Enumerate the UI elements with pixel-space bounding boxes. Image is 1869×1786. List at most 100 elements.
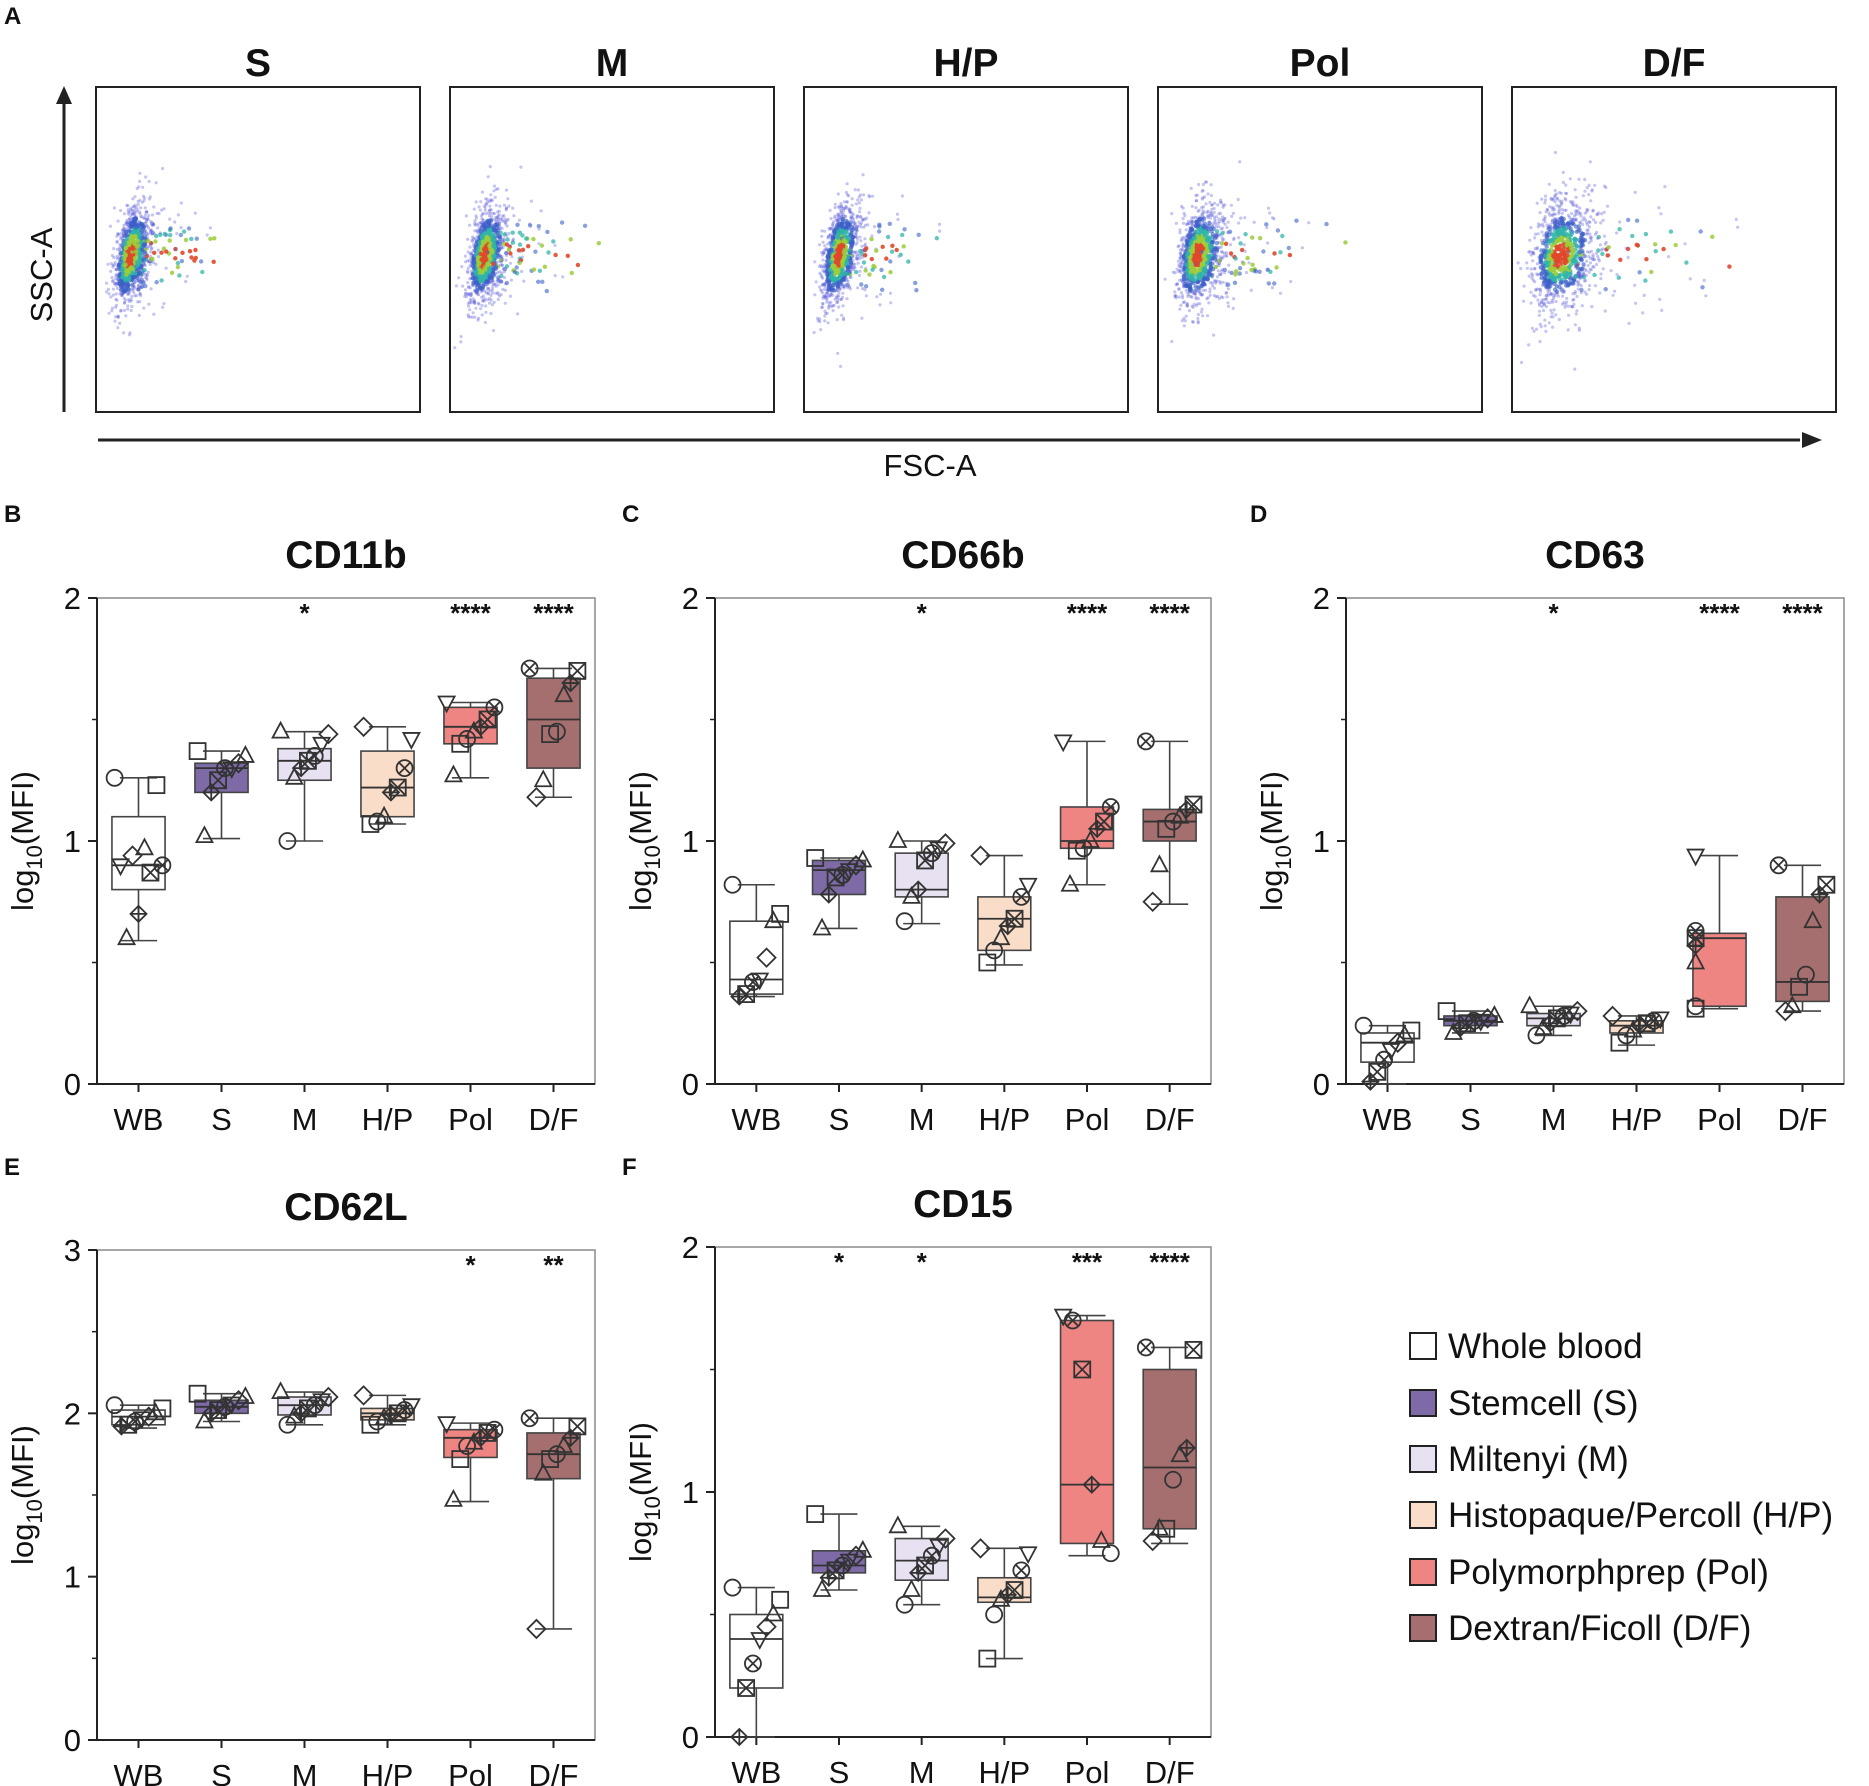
box-pol: [1686, 848, 1747, 1018]
data-point: [1149, 1517, 1169, 1536]
data-point: [1443, 1022, 1463, 1040]
data-point: [201, 783, 221, 802]
data-point: [1817, 875, 1836, 894]
data-point: [1533, 1017, 1553, 1036]
data-point: [908, 1563, 928, 1583]
data-point: [1686, 951, 1706, 970]
data-point: [970, 1538, 991, 1559]
panel-a-plots: S M H/P Pol D/F: [95, 42, 1837, 413]
plot-frame: [96, 1249, 596, 1741]
scatter-frame: [95, 86, 421, 413]
data-point: [437, 695, 457, 714]
y-tick-label: 2: [682, 1230, 699, 1265]
data-point: [730, 987, 749, 1006]
data-point: [1082, 1475, 1102, 1494]
data-point: [901, 885, 921, 904]
significance-marker: ****: [1149, 1247, 1190, 1277]
data-point: [305, 1396, 324, 1415]
significance-marker: ****: [533, 598, 574, 628]
data-point: [991, 1588, 1011, 1607]
x-tick-label: WB: [114, 1758, 164, 1786]
x-tick-label: Pol: [1697, 1102, 1742, 1137]
data-point: [138, 1406, 160, 1427]
ssc-axis-label: SSC-A: [24, 227, 59, 322]
y-tick-label: 2: [64, 581, 81, 616]
points-wb: [105, 1396, 172, 1436]
data-point: [901, 1579, 921, 1597]
points-m: [888, 830, 956, 931]
points-pol: [437, 695, 504, 783]
data-point: [1686, 999, 1705, 1018]
data-point: [819, 1568, 839, 1588]
x-tick-label: D/F: [1778, 1102, 1828, 1137]
data-point: [395, 759, 414, 777]
data-point: [1157, 819, 1176, 838]
x-tick-label: WB: [731, 1755, 781, 1786]
data-point: [1149, 854, 1169, 873]
data-point: [443, 764, 463, 783]
scatter-events: [812, 173, 942, 368]
data-point: [122, 845, 143, 866]
panel-label-e: E: [4, 1154, 20, 1181]
significance-marker: *: [834, 1247, 845, 1277]
data-point: [1354, 1016, 1373, 1035]
data-point: [353, 1385, 374, 1406]
box-s: [1437, 1002, 1504, 1040]
data-point: [1060, 873, 1080, 892]
data-point: [1520, 995, 1540, 1014]
data-point: [763, 1603, 783, 1622]
plot-frame: [714, 597, 1212, 1085]
significance-marker: *: [917, 1247, 928, 1277]
data-point: [1067, 841, 1086, 860]
plot-frame: [1345, 597, 1845, 1085]
significance-marker: ***: [1072, 1247, 1103, 1277]
data-point: [112, 1417, 131, 1436]
data-point: [216, 1397, 234, 1416]
data-point: [744, 1654, 762, 1673]
data-point: [401, 732, 421, 750]
data-point: [291, 758, 311, 778]
scatter-plot-d-f: D/F: [1511, 42, 1837, 413]
box-d-f: [1136, 1338, 1203, 1552]
data-point: [1623, 1019, 1643, 1038]
box-s: [188, 1384, 255, 1429]
y-axis-label: log10(MFI): [623, 1422, 665, 1562]
box-s: [806, 849, 873, 936]
scatter-frame: [449, 86, 775, 413]
data-point: [888, 1515, 908, 1534]
ssc-axis-arrow: [56, 86, 72, 104]
box-h-p: [970, 1538, 1038, 1668]
box-iqr: [526, 1432, 581, 1480]
data-point: [1157, 1519, 1176, 1538]
y-tick-label: 0: [682, 1720, 699, 1755]
data-point: [374, 805, 394, 824]
data-point: [1053, 1308, 1073, 1327]
plot-frame: [96, 597, 596, 1085]
data-point: [922, 1546, 941, 1565]
data-point: [1686, 848, 1706, 867]
box-d-f: [520, 659, 587, 808]
data-point: [1073, 1360, 1092, 1379]
data-point: [458, 1437, 476, 1455]
data-point: [1136, 732, 1155, 751]
data-point: [723, 875, 742, 894]
data-point: [533, 769, 553, 788]
data-point: [485, 1420, 504, 1439]
data-point: [188, 1384, 207, 1403]
panel-b-cd11b: B CD11b 0 1 2 log10(MFI) WB S M * H/P Pol **** D/F ***…: [4, 501, 596, 1137]
points-wb: [723, 1578, 790, 1747]
data-point: [1170, 1444, 1190, 1463]
box-h-p: [353, 1385, 421, 1434]
data-point: [819, 885, 839, 904]
data-point: [985, 941, 1004, 960]
data-point: [1087, 819, 1107, 839]
y-tick-label: 1: [64, 1560, 81, 1595]
data-point: [1375, 1050, 1393, 1069]
data-point: [464, 720, 484, 739]
data-point: [1797, 965, 1815, 984]
x-tick-label: S: [211, 1758, 232, 1786]
data-point: [1184, 1341, 1203, 1359]
data-point: [111, 858, 131, 877]
data-point: [806, 1505, 825, 1523]
